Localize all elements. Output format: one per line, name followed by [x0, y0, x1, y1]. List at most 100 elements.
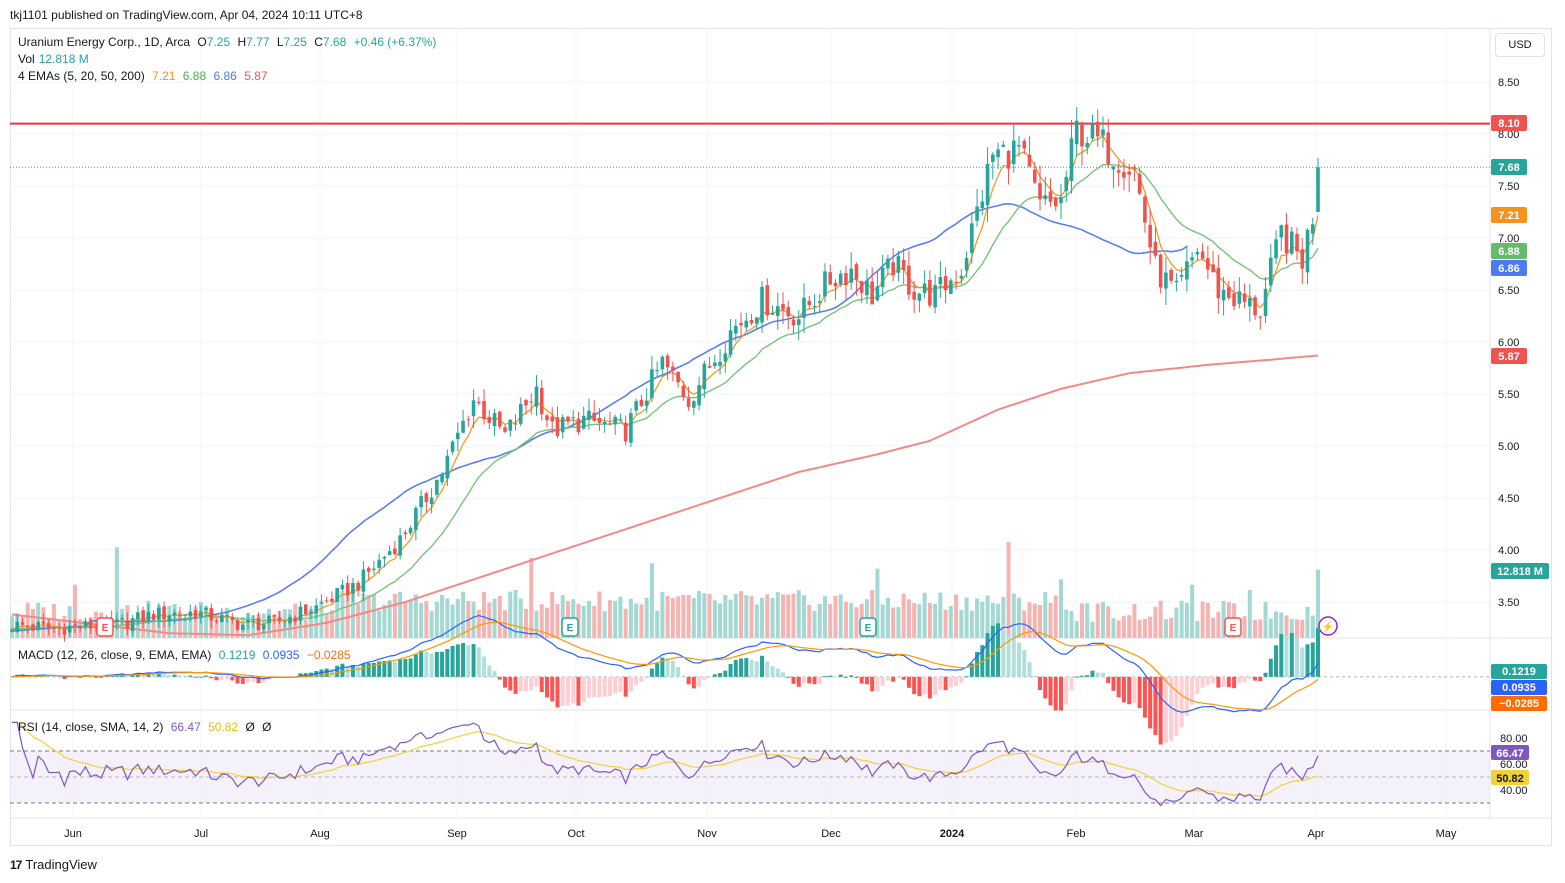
candle-body [644, 400, 649, 406]
macd-histogram-bar [885, 676, 890, 681]
macd-histogram-bar [471, 644, 476, 677]
candle-body [1221, 289, 1226, 301]
candle-body [482, 400, 486, 420]
candle-body [1237, 291, 1242, 304]
macd-histogram-bar [476, 647, 481, 677]
candle-body [702, 363, 707, 390]
candle-body [602, 422, 607, 425]
macd-histogram-bar [1163, 676, 1168, 744]
main-legend: Uranium Energy Corp., 1D, Arca O7.25 H7.… [18, 35, 440, 49]
macd-histogram-bar [1211, 676, 1216, 684]
macd-histogram-bar [1190, 676, 1195, 705]
macd-histogram-bar [209, 676, 214, 679]
candle-body [235, 619, 240, 630]
macd-histogram-bar [1169, 676, 1174, 741]
candle-body [1001, 144, 1006, 147]
volume-bar [833, 595, 838, 638]
macd-histogram-bar [770, 666, 775, 677]
candle-body [83, 621, 88, 627]
volume-bar [1295, 619, 1300, 638]
candle-body [1032, 169, 1037, 183]
macd-histogram-bar [534, 676, 539, 687]
candle-body [225, 615, 229, 617]
volume-bar [765, 594, 770, 638]
candle-body [52, 627, 56, 629]
candle-body [959, 275, 964, 279]
tradingview-footer[interactable]: 17 TradingView [10, 857, 97, 872]
candle-body [513, 423, 518, 425]
time-tick-label: Jun [64, 828, 82, 840]
candle-body [1179, 274, 1184, 277]
candle-body [1038, 183, 1042, 200]
candle-body [471, 400, 476, 417]
macd-histogram-bar [88, 676, 93, 678]
volume-bar [445, 598, 450, 638]
volume-bar [366, 594, 371, 638]
candle-body [1211, 264, 1215, 273]
macd-histogram-bar [1226, 676, 1231, 688]
volume-bar [204, 606, 209, 638]
macd-histogram-bar [781, 672, 786, 677]
macd-histogram-bar [329, 668, 334, 677]
candle-body [10, 629, 14, 632]
candle-body [382, 556, 387, 559]
candle-body [875, 286, 880, 301]
volume-bar [539, 604, 544, 638]
macd-histogram-bar [440, 651, 445, 677]
candle-body [812, 305, 817, 307]
macd-histogram-bar [917, 676, 922, 697]
candle-body [272, 615, 277, 617]
macd-histogram-bar [733, 659, 738, 677]
earnings-marker-label: E [1230, 623, 1237, 634]
candle-body [949, 280, 953, 294]
candle-body [1169, 269, 1173, 281]
earnings-marker-box [561, 617, 579, 637]
macd-histogram-bar [723, 670, 728, 677]
candle-body [765, 285, 770, 316]
macd-histogram-bar [539, 676, 544, 693]
rsi-line [12, 721, 1319, 807]
macd-badge-label: 0.1219 [1502, 666, 1536, 678]
candle-body [377, 559, 381, 568]
macd-histogram-bar [681, 675, 686, 677]
candle-body [366, 568, 371, 572]
volume-bar [1058, 579, 1063, 638]
volume-bar [1100, 602, 1105, 638]
volume-bar [219, 614, 224, 638]
candle-body [917, 293, 922, 301]
volume-bar [1142, 618, 1147, 638]
candle-body [172, 612, 177, 616]
candle-body [41, 621, 46, 624]
price-tick-label: 8.50 [1498, 77, 1519, 89]
macd-histogram-bar [1268, 658, 1273, 677]
candle-body [162, 606, 166, 619]
volume-bar [408, 599, 413, 638]
candle-body [802, 297, 806, 318]
macd-histogram-bar [665, 658, 670, 677]
macd-badge-label: 0.0935 [1502, 682, 1536, 694]
candle-body [922, 283, 927, 293]
macd-histogram-bar [1274, 645, 1279, 677]
volume-bar [686, 594, 691, 638]
macd-histogram-bar [760, 655, 765, 677]
macd-histogram-bar [240, 676, 245, 684]
volume-bar [1289, 619, 1294, 638]
volume-bar [335, 592, 340, 638]
volume-bar [1038, 604, 1043, 638]
volume-bar [151, 620, 156, 638]
price-badge: 6.88 [1491, 243, 1527, 259]
publisher-line: tkj1101 published on TradingView.com, Ap… [10, 8, 363, 22]
volume-bar [964, 597, 969, 638]
candle-body [393, 548, 397, 555]
candle-body [681, 385, 686, 397]
macd-histogram-bar [1085, 675, 1090, 677]
currency-button[interactable]: USD [1495, 33, 1545, 57]
candle-body [497, 411, 502, 427]
macd-histogram-bar [901, 676, 906, 680]
volume-bar [193, 607, 198, 638]
volume-bar [843, 602, 848, 638]
macd-histogram-bar [833, 676, 838, 678]
ema-legend: 4 EMAs (5, 20, 50, 200) 7.21 6.88 6.86 5… [18, 69, 268, 83]
volume-bar [607, 600, 612, 638]
